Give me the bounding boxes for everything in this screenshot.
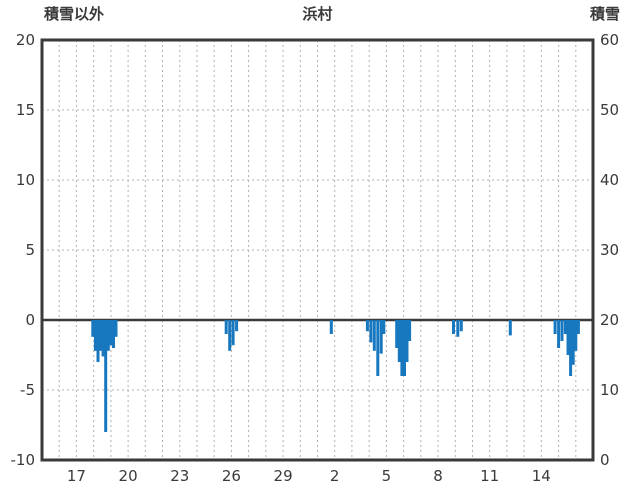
bar <box>571 320 575 365</box>
bar <box>112 320 115 348</box>
svg-text:0: 0 <box>25 311 35 329</box>
bar <box>329 320 333 334</box>
chart-title: 浜村 <box>302 5 333 23</box>
bar <box>397 320 401 362</box>
right-axis-ticks: 60 50 40 30 20 10 0 <box>600 31 619 469</box>
bar <box>101 320 105 357</box>
bar <box>369 320 373 343</box>
bar <box>109 320 113 346</box>
svg-text:0: 0 <box>600 451 610 469</box>
bars-group <box>91 320 580 432</box>
svg-text:26: 26 <box>222 467 241 485</box>
bar <box>508 320 512 336</box>
bar <box>560 320 564 341</box>
svg-text:20: 20 <box>16 31 35 49</box>
bar <box>400 320 404 376</box>
bar <box>459 320 463 332</box>
x-axis-ticks: 17 20 23 26 29 2 5 8 11 14 <box>67 467 551 485</box>
bar <box>405 320 409 362</box>
svg-text:40: 40 <box>600 171 619 189</box>
bar <box>557 320 561 348</box>
svg-text:14: 14 <box>532 467 551 485</box>
bar <box>228 320 232 351</box>
bar <box>104 320 108 432</box>
svg-text:11: 11 <box>480 467 499 485</box>
svg-text:-5: -5 <box>20 381 35 399</box>
chart-frame <box>40 38 595 462</box>
bar <box>93 320 97 351</box>
bar <box>574 320 578 351</box>
bar <box>395 320 399 348</box>
bar <box>99 320 102 351</box>
svg-text:15: 15 <box>16 101 35 119</box>
svg-text:10: 10 <box>16 171 35 189</box>
bar <box>563 320 567 334</box>
bar <box>106 320 110 351</box>
svg-text:50: 50 <box>600 101 619 119</box>
bar <box>452 320 455 334</box>
svg-text:10: 10 <box>600 381 619 399</box>
svg-text:60: 60 <box>600 31 619 49</box>
bar <box>91 320 95 337</box>
svg-text:29: 29 <box>274 467 293 485</box>
svg-text:5: 5 <box>382 467 392 485</box>
bar <box>114 320 118 337</box>
bar <box>553 320 557 334</box>
svg-text:30: 30 <box>600 241 619 259</box>
bar <box>408 320 412 341</box>
left-axis-title: 積雪以外 <box>44 5 105 23</box>
bar <box>224 320 228 334</box>
right-axis-title: 積雪 <box>589 5 620 23</box>
bar <box>566 320 570 355</box>
left-axis-ticks: 20 15 10 5 0 -5 -10 <box>11 31 36 469</box>
bar <box>456 320 460 337</box>
svg-text:17: 17 <box>67 467 86 485</box>
bar <box>382 320 386 334</box>
horizontal-gridlines <box>42 109 593 391</box>
bar <box>365 320 369 332</box>
bar <box>372 320 376 351</box>
bar <box>403 320 406 376</box>
bar <box>576 320 580 334</box>
bar <box>96 320 100 362</box>
svg-text:8: 8 <box>433 467 443 485</box>
bar <box>376 320 380 376</box>
bar <box>569 320 573 376</box>
svg-text:2: 2 <box>330 467 340 485</box>
svg-text:5: 5 <box>25 241 35 259</box>
svg-text:-10: -10 <box>11 451 36 469</box>
bar <box>231 320 235 346</box>
svg-text:23: 23 <box>170 467 189 485</box>
svg-text:20: 20 <box>600 311 619 329</box>
bar <box>379 320 383 354</box>
svg-text:20: 20 <box>119 467 138 485</box>
bar <box>235 320 239 332</box>
